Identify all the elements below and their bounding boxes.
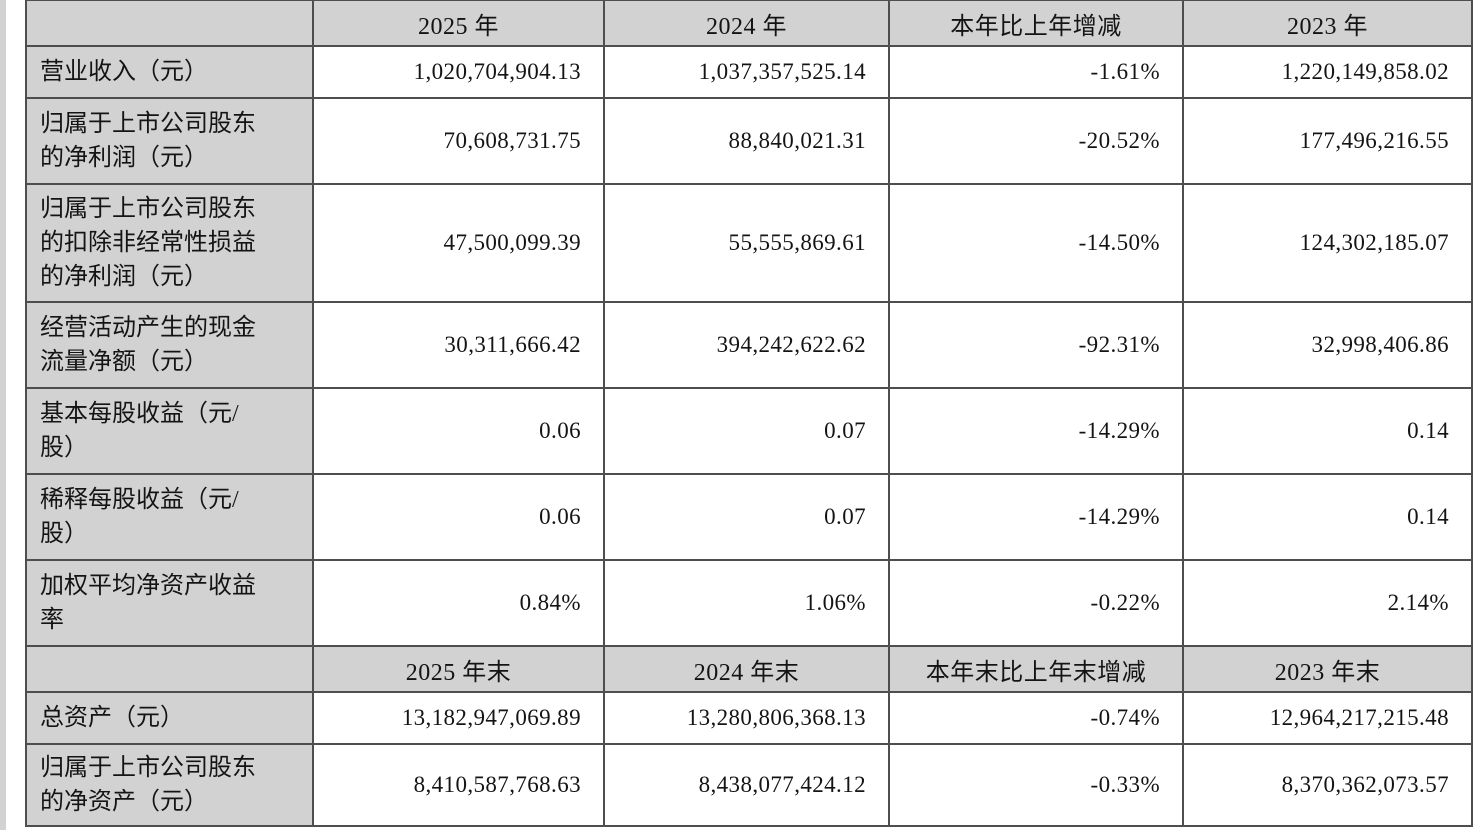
- table-row: 归属于上市公司股东的净利润（元） 70,608,731.75 88,840,021.…: [25, 97, 1473, 185]
- row-label: 归属于上市公司股东的扣除非经常性损益的净利润（元）: [25, 183, 314, 303]
- cell-change: -0.22%: [888, 559, 1184, 647]
- cell-change: -14.29%: [888, 473, 1184, 561]
- column-header-change-s1: 本年比上年增减: [888, 0, 1184, 47]
- cell-y2023: 0.14: [1182, 473, 1473, 561]
- corner-cell: [25, 0, 314, 47]
- row-label: 加权平均净资产收益率: [25, 559, 314, 647]
- cell-y2023: 124,302,185.07: [1182, 183, 1473, 303]
- table-row: 基本每股收益（元/股） 0.06 0.07 -14.29% 0.14: [25, 387, 1473, 475]
- table-row: 归属于上市公司股东的净资产（元） 8,410,587,768.63 8,438,07…: [25, 743, 1473, 827]
- column-header-y2024-s1: 2024 年: [603, 0, 890, 47]
- cell-y2024: 1.06%: [603, 559, 890, 647]
- row-label: 基本每股收益（元/股）: [25, 387, 314, 475]
- financial-summary-table: 2025 年 2024 年本年比上年增减 2023 年营业收入（元） 1,020,70…: [25, 0, 1473, 827]
- table-row: 加权平均净资产收益率 0.84% 1.06% -0.22% 2.14%: [25, 559, 1473, 647]
- row-label: 总资产（元）: [25, 691, 314, 745]
- cell-change: -14.29%: [888, 387, 1184, 475]
- cell-y2023: 1,220,149,858.02: [1182, 45, 1473, 99]
- cell-y2025: 13,182,947,069.89: [312, 691, 605, 745]
- header-row: 2025 年末 2024 年末 本年末比上年末增减 2023 年末: [25, 645, 1473, 693]
- cell-y2025: 47,500,099.39: [312, 183, 605, 303]
- table-row: 归属于上市公司股东的扣除非经常性损益的净利润（元） 47,500,099.39 55…: [25, 183, 1473, 303]
- cell-change: -14.50%: [888, 183, 1184, 303]
- cell-change: -0.33%: [888, 743, 1184, 827]
- table-row: 营业收入（元） 1,020,704,904.13 1,037,357,525.14-…: [25, 45, 1473, 99]
- page-edge-strip: [0, 0, 6, 830]
- cell-y2025: 0.06: [312, 387, 605, 475]
- table-row: 稀释每股收益（元/股） 0.06 0.07 -14.29% 0.14: [25, 473, 1473, 561]
- cell-y2025: 0.84%: [312, 559, 605, 647]
- cell-y2025: 8,410,587,768.63: [312, 743, 605, 827]
- table-row: 总资产（元） 13,182,947,069.89 13,280,806,368.13…: [25, 691, 1473, 745]
- cell-y2024: 88,840,021.31: [603, 97, 890, 185]
- cell-y2025: 70,608,731.75: [312, 97, 605, 185]
- column-header-y2025-s1: 2025 年: [312, 0, 605, 47]
- corner-cell: [25, 645, 314, 693]
- column-header-change-s2: 本年末比上年末增减: [888, 645, 1184, 693]
- cell-y2023: 8,370,362,073.57: [1182, 743, 1473, 827]
- cell-y2024: 394,242,622.62: [603, 301, 890, 389]
- cell-change: -92.31%: [888, 301, 1184, 389]
- cell-y2024: 1,037,357,525.14: [603, 45, 890, 99]
- cell-y2023: 32,998,406.86: [1182, 301, 1473, 389]
- column-header-y2023-s2: 2023 年末: [1182, 645, 1473, 693]
- row-label: 稀释每股收益（元/股）: [25, 473, 314, 561]
- cell-y2024: 55,555,869.61: [603, 183, 890, 303]
- row-label: 归属于上市公司股东的净资产（元）: [25, 743, 314, 827]
- cell-change: -0.74%: [888, 691, 1184, 745]
- cell-y2025: 30,311,666.42: [312, 301, 605, 389]
- table-row: 经营活动产生的现金流量净额（元） 30,311,666.42 394,242,622…: [25, 301, 1473, 389]
- cell-y2024: 13,280,806,368.13: [603, 691, 890, 745]
- header-row: 2025 年 2024 年本年比上年增减 2023 年: [25, 0, 1473, 47]
- row-label: 营业收入（元）: [25, 45, 314, 99]
- column-header-y2023-s1: 2023 年: [1182, 0, 1473, 47]
- cell-change: -20.52%: [888, 97, 1184, 185]
- row-label: 经营活动产生的现金流量净额（元）: [25, 301, 314, 389]
- cell-y2023: 177,496,216.55: [1182, 97, 1473, 185]
- cell-y2024: 8,438,077,424.12: [603, 743, 890, 827]
- cell-y2023: 2.14%: [1182, 559, 1473, 647]
- cell-y2023: 12,964,217,215.48: [1182, 691, 1473, 745]
- cell-y2025: 1,020,704,904.13: [312, 45, 605, 99]
- cell-change: -1.61%: [888, 45, 1184, 99]
- cell-y2023: 0.14: [1182, 387, 1473, 475]
- column-header-y2024-s2: 2024 年末: [603, 645, 890, 693]
- cell-y2024: 0.07: [603, 387, 890, 475]
- cell-y2025: 0.06: [312, 473, 605, 561]
- column-header-y2025-s2: 2025 年末: [312, 645, 605, 693]
- cell-y2024: 0.07: [603, 473, 890, 561]
- row-label: 归属于上市公司股东的净利润（元）: [25, 97, 314, 185]
